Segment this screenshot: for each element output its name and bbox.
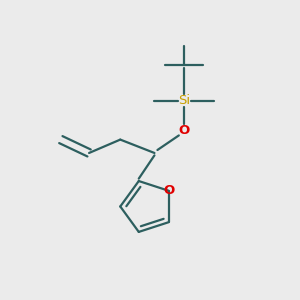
Text: Si: Si [178, 94, 190, 107]
Text: O: O [178, 124, 190, 137]
Text: O: O [163, 184, 174, 197]
